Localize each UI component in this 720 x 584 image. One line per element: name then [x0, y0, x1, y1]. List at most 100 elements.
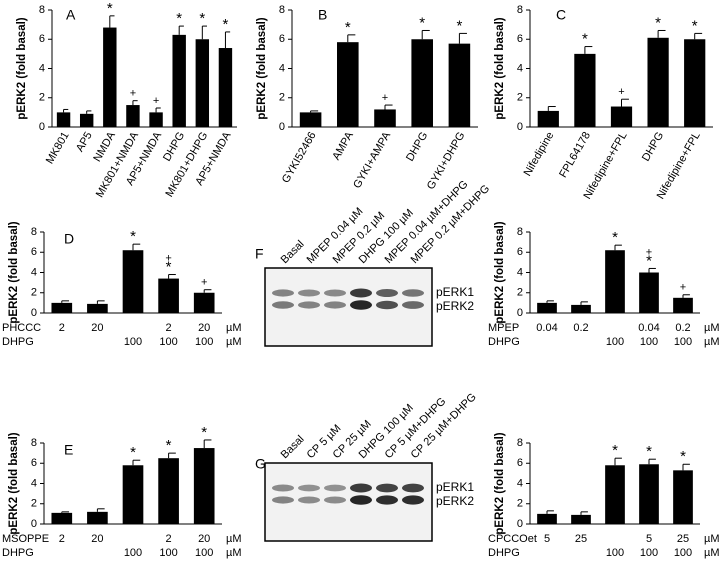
- blot-band: [376, 300, 398, 310]
- blot-band: [272, 496, 294, 504]
- significance-mark: *: [680, 448, 686, 465]
- significance-mark: *: [612, 442, 618, 459]
- row-unit: µM: [704, 533, 720, 545]
- significance-mark: *: [646, 252, 652, 269]
- blot-band: [324, 301, 346, 309]
- bar: [79, 113, 94, 127]
- panel-label: B: [318, 7, 327, 23]
- row-label: 2: [166, 322, 172, 334]
- bar: [610, 106, 633, 127]
- row-label: 25: [677, 533, 689, 545]
- bar: [158, 278, 179, 313]
- row-name: CPCCOet: [488, 533, 537, 545]
- blot-band: [350, 483, 372, 493]
- lane-label: Basal: [279, 238, 307, 266]
- bar: [537, 513, 557, 524]
- bar: [56, 112, 71, 127]
- row-name: MSOPPE: [2, 533, 49, 545]
- row-label: 0.2: [573, 322, 588, 334]
- bar: [87, 511, 108, 524]
- y-tick-label: 2: [39, 92, 45, 104]
- y-tick-label: 0: [31, 518, 37, 530]
- blot-band: [376, 288, 398, 298]
- x-tick-label: DHPG: [404, 130, 430, 164]
- y-tick-label: 6: [517, 33, 523, 45]
- row-label: 100: [606, 336, 624, 348]
- blot-band: [402, 483, 424, 493]
- blot-band: [298, 289, 320, 297]
- y-tick-label: 8: [517, 437, 523, 449]
- y-tick-label: 6: [279, 33, 285, 45]
- row-label: 100: [195, 547, 213, 559]
- y-tick-label: 8: [517, 226, 523, 238]
- y-axis-label: pERK2 (fold basal): [256, 17, 268, 119]
- significance-mark: *: [419, 14, 425, 31]
- panel-label: G: [255, 456, 266, 472]
- significance-mark: +: [680, 282, 686, 294]
- blot-band: [376, 495, 398, 505]
- significance-mark: *: [176, 10, 182, 27]
- x-tick-label: DHPG: [640, 130, 666, 164]
- significance-mark: *: [223, 16, 229, 33]
- blot-band: [350, 300, 372, 310]
- panel-label: F: [255, 246, 264, 262]
- blot-band: [402, 495, 424, 505]
- significance-mark: *: [201, 424, 207, 441]
- blot-band: [298, 301, 320, 309]
- significance-mark: *: [612, 229, 618, 246]
- row-label: 100: [640, 336, 658, 348]
- row-label: 100: [159, 547, 177, 559]
- y-tick-label: 0: [39, 121, 45, 133]
- significance-mark: +: [201, 277, 207, 289]
- row-label: 0.2: [675, 322, 690, 334]
- row-label: 100: [606, 547, 624, 559]
- blot-band: [324, 484, 346, 492]
- bar: [172, 34, 186, 127]
- row-name: DHPG: [2, 336, 34, 348]
- bar: [103, 27, 117, 127]
- bar: [571, 304, 591, 313]
- bar: [574, 53, 596, 127]
- y-tick-label: 0: [31, 307, 37, 319]
- y-tick-label: 2: [517, 287, 523, 299]
- significance-mark: *: [107, 0, 113, 17]
- row-unit: µM: [226, 547, 242, 559]
- blot-band: [272, 289, 294, 297]
- y-tick-label: 8: [279, 4, 285, 16]
- bar: [571, 514, 591, 524]
- significance-mark: +: [153, 95, 159, 107]
- y-axis-label: pERK2 (fold basal): [494, 432, 506, 534]
- blot-band: [402, 301, 424, 309]
- blot-band: [324, 289, 346, 297]
- row-label: 100: [195, 336, 213, 348]
- y-tick-label: 4: [517, 266, 523, 278]
- bar: [411, 39, 433, 127]
- row-label: 2: [166, 533, 172, 545]
- bar: [218, 48, 233, 127]
- y-axis-label: pERK2 (fold basal): [8, 432, 20, 534]
- row-label: 5: [544, 533, 550, 545]
- bar: [158, 458, 179, 524]
- row-label: 20: [91, 322, 103, 334]
- row-label: 20: [91, 533, 103, 545]
- y-tick-label: 6: [31, 457, 37, 469]
- significance-mark: +: [130, 88, 136, 100]
- blot-band: [376, 483, 398, 493]
- bar: [605, 250, 625, 313]
- panel-label: A: [66, 7, 76, 23]
- blot-band: [350, 288, 372, 298]
- y-tick-label: 8: [39, 4, 45, 16]
- y-axis-label: pERK2 (fold basal): [16, 17, 28, 119]
- y-tick-label: 6: [517, 246, 523, 258]
- bar: [374, 109, 396, 127]
- row-label: 20: [198, 322, 210, 334]
- y-axis-label: pERK2 (fold basal): [494, 17, 506, 119]
- panel-label: E: [64, 442, 73, 458]
- row-label: 100: [124, 336, 142, 348]
- row-name: PHCCC: [2, 322, 41, 334]
- y-tick-label: 4: [517, 477, 523, 489]
- row-name: MPEP: [488, 322, 519, 334]
- significance-mark: +: [165, 252, 171, 264]
- row-label: 100: [674, 547, 692, 559]
